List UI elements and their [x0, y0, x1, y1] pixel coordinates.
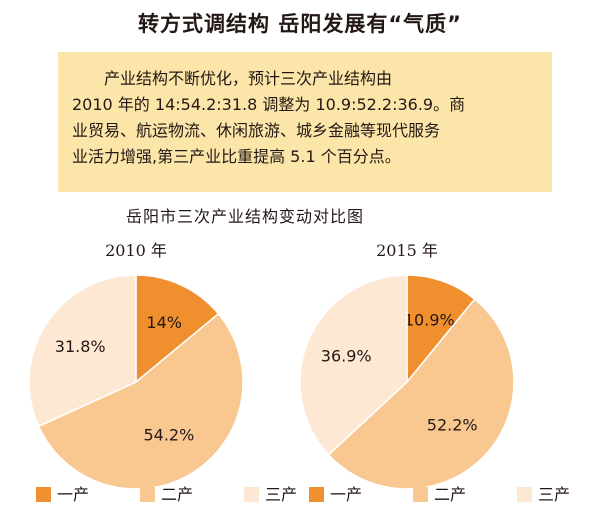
legend-swatch-first: [309, 487, 324, 502]
slice-third: [28, 274, 137, 428]
legend-label-third: 三产: [538, 485, 570, 504]
legend-label-second: 二产: [434, 485, 466, 504]
slice-second: [327, 298, 515, 490]
slice-second: [37, 312, 244, 490]
slice-value-label: 14%: [146, 313, 182, 332]
slice-first: [135, 274, 220, 384]
summary-line: 业活力增强,第三产业比重提高 5.1 个百分点。: [72, 147, 401, 166]
summary-line: 2010 年的 14:54.2:31.8 调整为 10.9:52.2:36.9。…: [72, 95, 466, 114]
legend-label-third: 三产: [265, 485, 297, 504]
slice-first: [406, 274, 476, 385]
slice-third: [299, 274, 408, 456]
summary-line: 产业结构不断优化，预计三次产业结构由: [104, 69, 393, 88]
legend-swatch-second: [140, 487, 155, 502]
slice-value-label: 52.2%: [427, 416, 478, 435]
legend-swatch-third: [244, 487, 259, 502]
slice-value-label: 36.9%: [321, 347, 372, 366]
pie-year-label: 2015 年: [376, 241, 438, 260]
headline: 转方式调结构 岳阳发展有“气质”: [138, 12, 462, 36]
slice-value-label: 10.9%: [404, 311, 455, 330]
legend-label-second: 二产: [161, 485, 193, 504]
pie-year-label: 2010 年: [105, 241, 167, 260]
chart-title: 岳阳市三次产业结构变动对比图: [125, 207, 364, 226]
summary-box: 产业结构不断优化，预计三次产业结构由 2010 年的 14:54.2:31.8 …: [58, 52, 552, 192]
slice-value-label: 54.2%: [143, 426, 194, 445]
legend-swatch-second: [413, 487, 428, 502]
legend-swatch-first: [36, 487, 51, 502]
legend-label-first: 一产: [330, 485, 362, 504]
legend-label-first: 一产: [57, 485, 89, 504]
slice-value-label: 31.8%: [55, 337, 106, 356]
summary-line: 业贸易、航运物流、休闲旅游、城乡金融等现代服务: [72, 121, 441, 140]
pie-charts: 2010 年 14% 54.2% 31.8% 一产 二产 三产 2015 年 10.9% 52.2…: [28, 241, 570, 504]
legend-swatch-third: [517, 487, 532, 502]
